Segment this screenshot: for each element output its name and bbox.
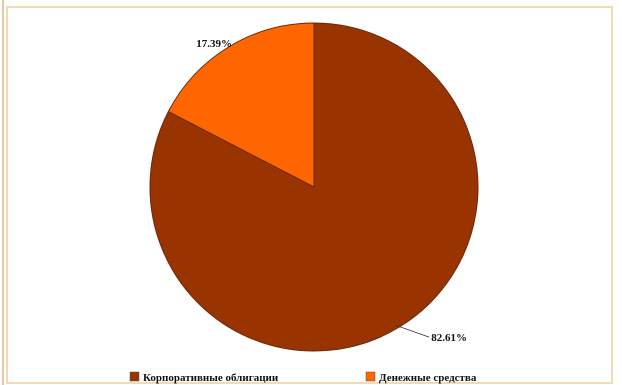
leader-line-1: [395, 324, 430, 338]
pie-label-1: 82.61%: [431, 332, 467, 344]
legend-swatch-1: [129, 371, 140, 382]
pie-slices: [149, 22, 479, 352]
pie-label-2: 17.39%: [196, 38, 232, 50]
legend-label-1: Корпоративные облигации: [143, 372, 279, 384]
legend: Корпоративные облигации Денежные средства: [129, 371, 477, 384]
legend-swatch-2: [365, 371, 376, 382]
legend-label-2: Денежные средства: [379, 372, 477, 384]
pie-slice-2: [167, 22, 315, 188]
pie-labels: 82.61% 17.39%: [196, 38, 467, 344]
left-border-line: [2, 0, 4, 385]
